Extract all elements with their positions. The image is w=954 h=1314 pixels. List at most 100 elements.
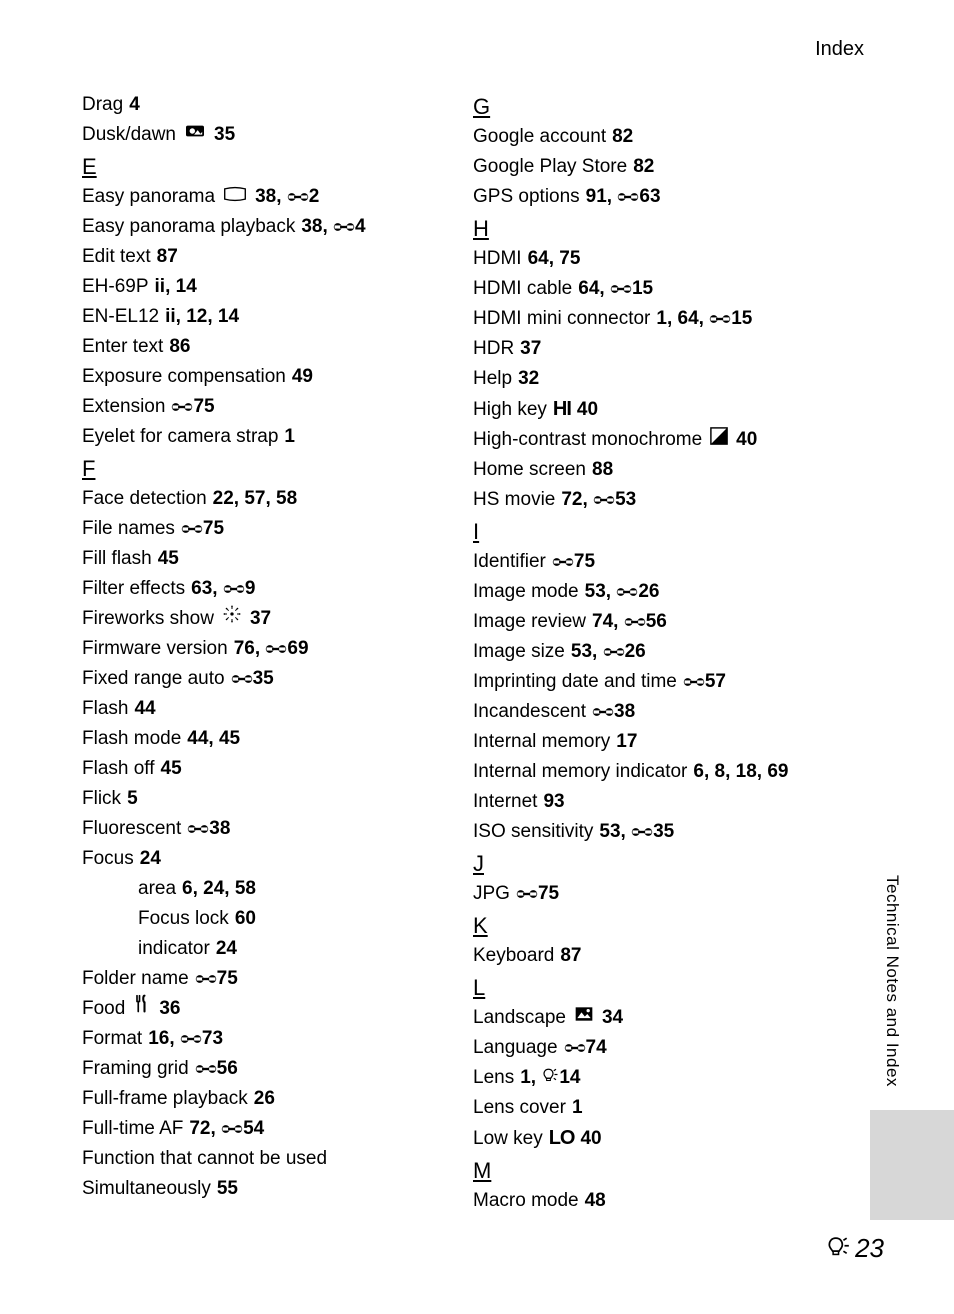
index-entry: Drag 4 (82, 90, 443, 120)
reference-section-icon (231, 672, 253, 686)
index-refs: 53, 26 (571, 637, 646, 667)
index-refs: 44, 45 (187, 724, 240, 754)
index-term: Lens (473, 1063, 514, 1093)
index-refs: 63, 9 (191, 574, 255, 604)
index-refs: 5 (127, 784, 138, 814)
section-letter: G (473, 92, 834, 122)
index-refs: 6, 8, 18, 69 (693, 757, 788, 787)
index-term: HDMI cable (473, 274, 572, 304)
index-refs: 37 (520, 334, 541, 364)
index-refs: 24 (140, 844, 161, 874)
spec-icon (541, 1067, 559, 1085)
index-term: File names (82, 514, 175, 544)
reference-section-icon (265, 642, 287, 656)
index-entry: Google Play Store 82 (473, 152, 834, 182)
section-letter: L (473, 973, 834, 1003)
index-term: Internet (473, 787, 537, 817)
index-entry: Edit text 87 (82, 242, 443, 272)
index-entry: HS movie 72, 53 (473, 485, 834, 515)
index-refs: 17 (616, 727, 637, 757)
index-entry: HDMI mini connector 1, 64, 15 (473, 304, 834, 334)
reference-section-icon (171, 400, 193, 414)
index-term: HS movie (473, 485, 555, 515)
thumb-tab (870, 1110, 954, 1220)
index-refs: 87 (560, 941, 581, 971)
index-term: Incandescent (473, 697, 586, 727)
index-refs: 35 (214, 120, 235, 150)
index-entry: HDR 37 (473, 334, 834, 364)
dusk-icon (184, 122, 206, 140)
index-term: Focus (82, 844, 134, 874)
panorama-icon (223, 186, 247, 202)
index-entry: Firmware version 76, 69 (82, 634, 443, 664)
index-refs: 87 (157, 242, 178, 272)
index-refs: 75 (195, 964, 238, 994)
index-refs: 60 (235, 904, 256, 934)
index-refs: 40 (580, 1124, 601, 1154)
index-entry: Framing grid 56 (82, 1054, 443, 1084)
index-entry: EH-69P ii, 14 (82, 272, 443, 302)
reference-section-icon (195, 972, 217, 986)
index-refs: 40 (577, 395, 598, 425)
reference-section-icon (603, 645, 625, 659)
index-refs: 1 (284, 422, 295, 452)
index-entry: Imprinting date and time 57 (473, 667, 834, 697)
reference-section-icon (610, 282, 632, 296)
index-refs: 1, 14 (520, 1063, 580, 1093)
index-entry: Easy panorama 38, 2 (82, 182, 443, 212)
reference-section-icon (683, 675, 705, 689)
index-entry: Fill flash 45 (82, 544, 443, 574)
index-refs: 40 (736, 425, 757, 455)
index-term: Folder name (82, 964, 189, 994)
index-entry: Simultaneously 55 (82, 1174, 443, 1204)
index-entry: indicator 24 (138, 934, 443, 964)
index-entry: Macro mode 48 (473, 1186, 834, 1216)
index-term: Identifier (473, 547, 546, 577)
index-refs: 74 (564, 1033, 607, 1063)
index-refs: ii, 14 (155, 272, 197, 302)
index-entry: Folder name 75 (82, 964, 443, 994)
index-entry: Keyboard 87 (473, 941, 834, 971)
index-entry: Google account 82 (473, 122, 834, 152)
index-entry: Exposure compensation 49 (82, 362, 443, 392)
index-entry: High-contrast monochrome 40 (473, 425, 834, 455)
index-refs: 53, 26 (585, 577, 660, 607)
index-refs: 75 (181, 514, 224, 544)
index-refs: 91, 63 (586, 182, 661, 212)
index-entry: Focus lock 60 (138, 904, 443, 934)
index-refs: 86 (169, 332, 190, 362)
bulb-icon (825, 1236, 851, 1262)
index-entry: Internet 93 (473, 787, 834, 817)
index-term: Eyelet for camera strap (82, 422, 278, 452)
index-refs: 32 (518, 364, 539, 394)
index-refs: 88 (592, 455, 613, 485)
index-term: High key (473, 395, 547, 425)
column-left: Drag 4Dusk/dawn 35EEasy panorama 38, 2Ea… (82, 90, 443, 1216)
index-term: Macro mode (473, 1186, 579, 1216)
index-entry: HDMI cable 64, 15 (473, 274, 834, 304)
reference-section-icon (187, 822, 209, 836)
column-right: GGoogle account 82Google Play Store 82GP… (473, 90, 834, 1216)
index-refs: 75 (516, 879, 559, 909)
index-term: Filter effects (82, 574, 185, 604)
index-term: Edit text (82, 242, 151, 272)
index-term: High-contrast monochrome (473, 425, 702, 455)
index-refs: 38 (592, 697, 635, 727)
index-term: Flick (82, 784, 121, 814)
reference-section-icon (333, 220, 355, 234)
index-refs: 74, 56 (592, 607, 667, 637)
index-entry: Image mode 53, 26 (473, 577, 834, 607)
index-entry: ISO sensitivity 53, 35 (473, 817, 834, 847)
index-refs: 55 (217, 1174, 238, 1204)
index-refs: 45 (158, 544, 179, 574)
index-entry: File names 75 (82, 514, 443, 544)
index-refs: 35 (231, 664, 274, 694)
index-term: Google account (473, 122, 606, 152)
index-term: Flash (82, 694, 128, 724)
index-refs: 64, 75 (528, 244, 581, 274)
index-entry: EN-EL12 ii, 12, 14 (82, 302, 443, 332)
index-entry: Fixed range auto 35 (82, 664, 443, 694)
index-term: Keyboard (473, 941, 554, 971)
index-term: HDR (473, 334, 514, 364)
index-term: ISO sensitivity (473, 817, 593, 847)
